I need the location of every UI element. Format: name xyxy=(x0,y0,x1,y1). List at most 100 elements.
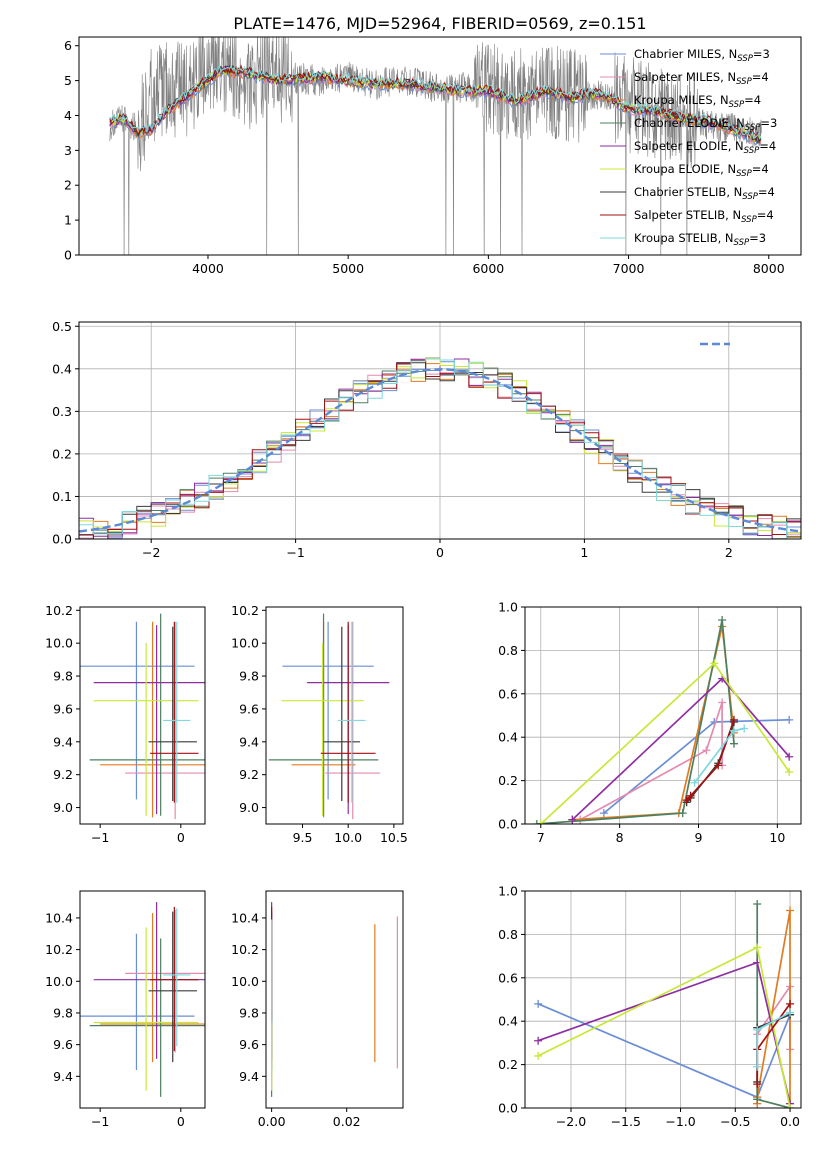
x-tick-label: 10.5 xyxy=(380,830,408,845)
weight-marker xyxy=(534,1036,543,1045)
legend-text: Chabrier MILES, N xyxy=(634,47,737,61)
weight-marker xyxy=(686,791,695,800)
x-tick-label: 10.0 xyxy=(334,830,362,845)
y-tick-label: 10.4 xyxy=(231,910,259,925)
legend-subscript: SSP xyxy=(741,215,757,225)
legend-subscript: SSP xyxy=(736,169,752,179)
legend-text: Salpeter STELIB, N xyxy=(634,208,741,222)
errorbar-point xyxy=(281,643,364,816)
y-tick-label: 0.6 xyxy=(498,970,518,985)
legend-value: =4 xyxy=(757,208,774,222)
x-tick-label: 0 xyxy=(177,1114,185,1129)
errorbar-point xyxy=(163,908,191,1047)
legend-entry: Chabrier STELIB, NSSP=4 xyxy=(634,185,775,202)
x-tick-label: −2 xyxy=(142,545,160,560)
errorbar-point xyxy=(150,906,199,1051)
y-tick-label: 10.2 xyxy=(231,942,259,957)
weight-marker xyxy=(599,809,608,818)
plot-frame xyxy=(524,606,802,825)
y-tick-label: 10.2 xyxy=(45,942,73,957)
panel-age-vs-Z: −1 0 9.0 9.2 9.4 9.6 9.8 10.0 10.2 xyxy=(45,603,206,845)
legend-subscript: SSP xyxy=(744,146,760,156)
errorbar-point xyxy=(89,938,205,1097)
x-tick-label: 0.00 xyxy=(258,1114,286,1129)
x-tick-label: 8 xyxy=(616,830,624,845)
weight-line xyxy=(537,961,791,1104)
weight-marker xyxy=(534,1051,543,1060)
y-tick-label: 3 xyxy=(64,143,72,158)
errorbars xyxy=(80,613,205,820)
x-tick-label: 0 xyxy=(177,830,185,845)
x-tick-label: 10 xyxy=(769,830,785,845)
x-tick-label: 0 xyxy=(436,545,444,560)
errorbars xyxy=(271,902,398,1097)
y-tick-label: 9.4 xyxy=(53,1069,73,1084)
weight-marker xyxy=(718,616,727,625)
legend-value: =4 xyxy=(744,93,761,107)
y-tick-label: 2 xyxy=(64,178,72,193)
legend-text: Chabrier ELODIE, N xyxy=(634,116,745,130)
errorbar-point xyxy=(320,621,376,803)
panel-age-vs-mass: 9.5 10.0 10.5 9.0 9.2 9.4 9.6 9.8 10.0 10.2 xyxy=(231,603,408,845)
x-tick-label: −1.5 xyxy=(611,1114,641,1129)
x-tick-label: 0.02 xyxy=(333,1114,361,1129)
legend-subscript: SSP xyxy=(737,54,753,64)
y-tick-label: 0.8 xyxy=(498,643,518,658)
legend-entry: Chabrier ELODIE, NSSP=3 xyxy=(634,116,777,133)
normal-reference-curve xyxy=(79,368,801,533)
y-tick-label: 0.2 xyxy=(498,773,518,788)
legend-value: =4 xyxy=(758,185,775,199)
plot-frame xyxy=(79,890,206,1109)
y-tick-label: 9.6 xyxy=(53,701,73,716)
weight-line xyxy=(693,727,745,784)
errorbars xyxy=(268,613,390,820)
y-tick-label: 10.0 xyxy=(45,636,73,651)
legend-text: Chabrier STELIB, N xyxy=(634,185,742,199)
weight-marker xyxy=(785,715,794,724)
legend-value: =3 xyxy=(753,47,770,61)
weight-line xyxy=(756,1011,791,1067)
y-tick-label: 0.4 xyxy=(498,1014,518,1029)
x-tick-label: −1 xyxy=(91,1114,109,1129)
weight-marker xyxy=(753,1025,762,1034)
y-tick-label: 9.4 xyxy=(239,1069,259,1084)
weight-marker xyxy=(786,1008,795,1017)
histogram-lines xyxy=(79,357,801,539)
weight-marker xyxy=(682,796,691,805)
legend-value: =4 xyxy=(752,70,769,84)
y-tick-label: 0.1 xyxy=(52,489,72,504)
x-tick-label: 4000 xyxy=(192,261,224,276)
x-tick-label: 5000 xyxy=(332,261,364,276)
legend-subscript: SSP xyxy=(734,238,750,248)
y-tick-label: 9.2 xyxy=(53,767,73,782)
y-tick-label: 10.4 xyxy=(45,910,73,925)
errorbar-point xyxy=(282,621,374,800)
errorbar-point xyxy=(93,927,199,1091)
weight-marker xyxy=(532,820,541,824)
errorbar-point xyxy=(100,621,205,818)
y-tick-label: 0.4 xyxy=(498,730,518,745)
x-tick-label: −2.0 xyxy=(556,1114,586,1129)
legend-value: =4 xyxy=(752,162,769,176)
plot-frame xyxy=(79,606,206,825)
y-tick-label: 0.0 xyxy=(498,817,518,832)
weight-marker xyxy=(785,752,794,761)
weight-marker xyxy=(729,715,738,724)
legend-subscript: SSP xyxy=(745,123,761,133)
weight-marker xyxy=(729,726,738,735)
legend-subscript: SSP xyxy=(729,100,745,110)
legend-subscript: SSP xyxy=(742,192,758,202)
y-tick-label: 0.4 xyxy=(52,361,72,376)
panel-weight-vs-Z: −2.0 −1.5 −1.0 −0.5 0.0 0.0 0.2 0.4 0.6 0.8 1.0 xyxy=(498,884,802,1129)
y-tick-label: 9.8 xyxy=(239,669,259,684)
y-tick-label: 0 xyxy=(64,248,72,263)
model-spectrum-line xyxy=(109,65,762,140)
x-tick-label: 0.0 xyxy=(780,1114,800,1129)
errorbar-point xyxy=(163,621,191,803)
legend-text: Salpeter ELODIE, N xyxy=(634,139,744,153)
panel-mass-vs-Z: −1 0 9.4 9.6 9.8 10.0 10.2 10.4 xyxy=(45,890,206,1129)
x-tick-label: 1 xyxy=(580,545,588,560)
weight-marker xyxy=(740,724,749,733)
weight-lines xyxy=(534,900,795,1108)
